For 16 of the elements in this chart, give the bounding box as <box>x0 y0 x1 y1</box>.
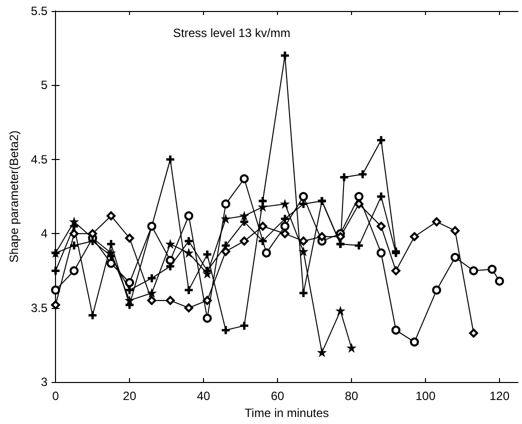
y-tick-label: 5 <box>40 78 48 92</box>
x-tick-label: 40 <box>196 389 211 404</box>
x-tick-label: 20 <box>122 389 137 404</box>
y-tick-label: 4.5 <box>30 152 48 166</box>
y-axis-title: Shape parameter(Beta2) <box>7 130 21 263</box>
x-axis-title: Time in minutes <box>244 406 329 420</box>
x-tick-label: 80 <box>344 389 359 404</box>
x-tick-label: 60 <box>270 389 285 404</box>
y-tick-label: 3 <box>40 375 48 390</box>
text: Stress level 13 kv/mm <box>173 26 290 40</box>
x-tick-label: 120 <box>489 389 510 404</box>
y-tick-label: 4 <box>40 226 48 241</box>
y-tick-label: 3.5 <box>30 300 48 315</box>
x-tick-label: 0 <box>52 389 60 404</box>
y-tick-label: 5.5 <box>30 4 48 18</box>
x-tick-label: 100 <box>416 389 436 404</box>
